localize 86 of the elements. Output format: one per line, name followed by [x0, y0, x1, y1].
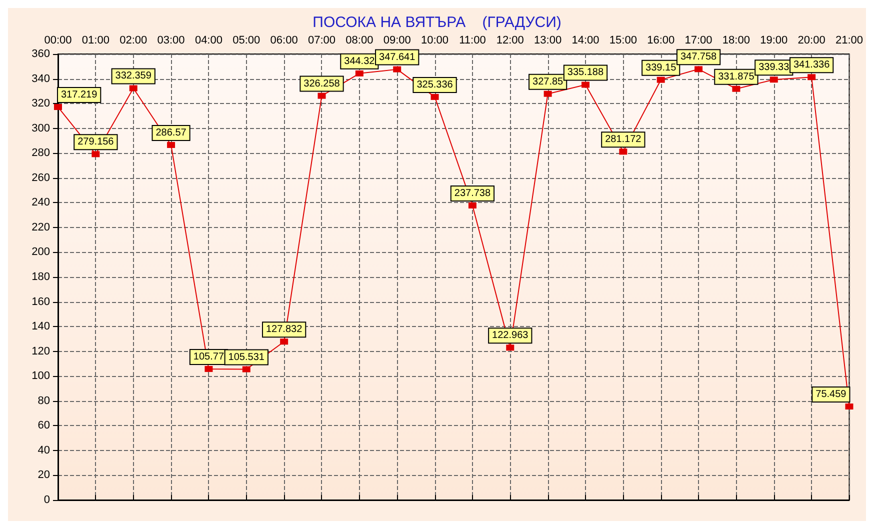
point	[430, 94, 439, 100]
x-tick-label: 16:00	[647, 34, 675, 46]
data-label: 347.758	[680, 52, 718, 63]
y-tick-label: 120	[32, 345, 50, 358]
x-tick-label: 01:00	[82, 34, 110, 46]
y-tick-label: 0	[44, 494, 50, 506]
x-tick-label: 00:00	[44, 34, 72, 46]
data-label: 105.531	[228, 352, 265, 363]
data-label: 341.336	[793, 60, 830, 71]
point	[167, 142, 176, 148]
data-label: 237.738	[454, 188, 491, 199]
point	[318, 92, 326, 99]
x-tick-label: 12:00	[496, 34, 524, 46]
point	[92, 151, 100, 158]
point	[129, 85, 138, 92]
point	[468, 202, 476, 208]
x-tick-label: 20:00	[798, 34, 826, 46]
data-label: 339.33	[758, 62, 790, 74]
point	[694, 66, 703, 72]
x-tick-label: 18:00	[722, 34, 750, 46]
data-label: 317.219	[61, 90, 98, 100]
point	[808, 74, 816, 80]
data-label: 339.15	[646, 62, 677, 74]
point	[393, 66, 402, 72]
data-label: 347.641	[379, 52, 416, 63]
point	[581, 82, 590, 88]
x-tick-label: 11:00	[459, 34, 486, 46]
x-tick-label: 02:00	[120, 34, 148, 46]
x-tick-label: 06:00	[270, 34, 298, 46]
data-label: 325.336	[416, 79, 454, 90]
y-tick-label: 180	[32, 271, 50, 283]
y-tick-label: 300	[32, 122, 50, 134]
y-tick-label: 260	[32, 172, 50, 184]
y-tick-label: 100	[32, 370, 50, 382]
data-label: 332.359	[115, 70, 152, 82]
point	[732, 86, 740, 92]
x-tick-label: 21:00	[835, 34, 863, 46]
point	[242, 366, 250, 372]
y-tick-label: 40	[38, 444, 50, 456]
point	[544, 90, 552, 97]
x-tick-label: 10:00	[421, 34, 449, 46]
data-label: 122.963	[492, 330, 529, 342]
x-tick-label: 09:00	[383, 34, 411, 46]
y-tick-label: 240	[32, 196, 50, 209]
point	[656, 76, 665, 83]
data-label: 105.77	[193, 351, 224, 362]
x-tick-label: 15:00	[609, 34, 637, 46]
x-tick-label: 13:00	[534, 34, 562, 46]
point	[355, 70, 364, 76]
data-label: 281.172	[605, 134, 642, 146]
point	[204, 366, 213, 372]
data-label: 286.57	[156, 127, 187, 138]
data-label: 327.85	[532, 76, 564, 88]
x-tick-label: 17:00	[684, 34, 712, 46]
x-tick-label: 05:00	[232, 34, 260, 46]
y-tick-label: 160	[32, 296, 50, 308]
x-tick-label: 07:00	[308, 34, 336, 46]
x-tick-label: 04:00	[194, 34, 222, 46]
data-label: 335.188	[567, 67, 604, 78]
data-label: 75.459	[816, 389, 847, 400]
y-tick-label: 200	[32, 246, 50, 258]
point	[619, 148, 628, 155]
y-tick-label: 80	[38, 394, 50, 407]
y-tick-label: 220	[32, 221, 50, 234]
data-label: 279.156	[78, 136, 114, 148]
x-tick-label: 08:00	[346, 34, 374, 46]
point	[54, 104, 62, 110]
y-tick-label: 360	[32, 48, 50, 60]
x-tick-label: 14:00	[572, 34, 600, 46]
point	[770, 76, 778, 83]
y-tick-label: 140	[32, 320, 50, 333]
data-label: 344.32	[344, 56, 376, 67]
x-tick-label: 03:00	[157, 34, 185, 46]
point	[506, 344, 514, 351]
data-label: 127.832	[266, 324, 303, 336]
y-tick-label: 340	[32, 72, 50, 85]
y-tick-label: 320	[32, 98, 50, 110]
x-tick-label: 19:00	[760, 34, 788, 46]
point	[845, 404, 854, 410]
y-tick-label: 280	[32, 147, 50, 160]
y-tick-label: 60	[38, 420, 50, 432]
point	[280, 338, 288, 345]
data-label: 326.258	[304, 78, 340, 90]
chart-title: ПОСОКА НА ВЯТЪРА (ГРАДУСИ)	[312, 14, 562, 31]
data-label: 331.875	[718, 71, 755, 82]
y-tick-label: 20	[38, 469, 50, 482]
